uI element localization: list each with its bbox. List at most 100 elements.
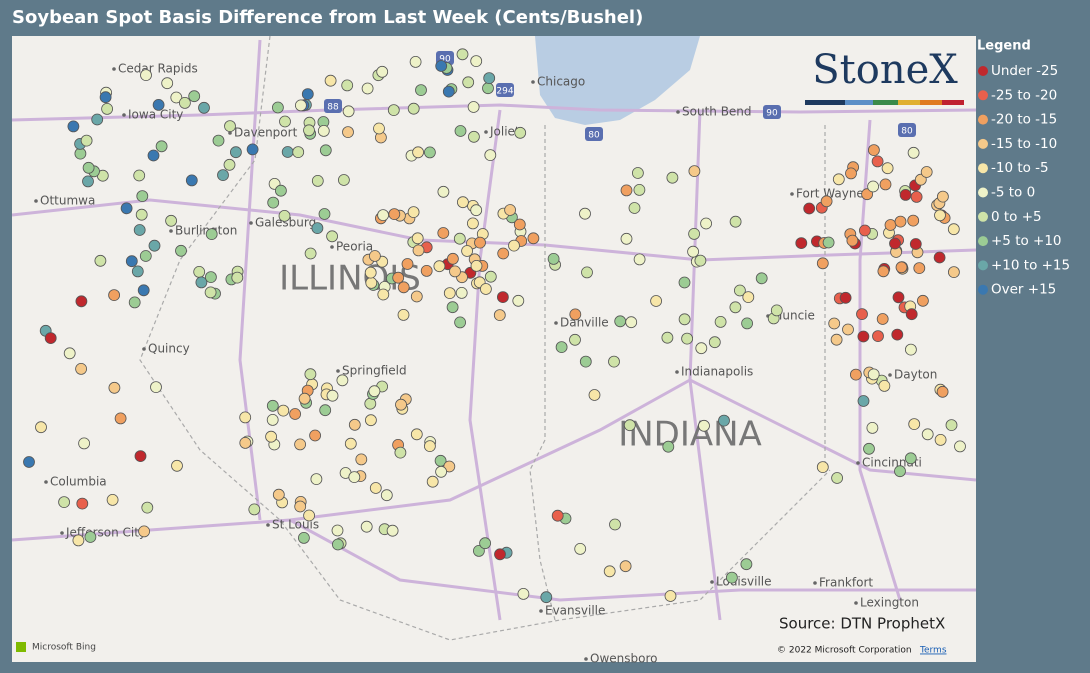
place-label: Muncie xyxy=(772,309,815,323)
station-dot xyxy=(633,183,646,196)
station-dot xyxy=(141,501,154,514)
place-label: Fort Wayne xyxy=(796,187,864,201)
legend-swatch xyxy=(978,211,988,222)
highway-label: 80 xyxy=(901,127,913,137)
station-dot xyxy=(625,316,638,329)
station-dot xyxy=(133,169,146,182)
logo-text: StoneX xyxy=(812,47,958,93)
station-dot xyxy=(740,558,753,571)
station-dot xyxy=(910,190,923,203)
station-dot xyxy=(455,286,468,299)
station-dot xyxy=(467,130,480,143)
station-dot xyxy=(397,281,410,294)
station-dot xyxy=(165,214,178,227)
place-dot xyxy=(228,131,232,135)
station-dot xyxy=(380,489,393,502)
station-dot xyxy=(899,188,912,201)
station-dot xyxy=(108,381,121,394)
station-dot xyxy=(698,419,710,432)
station-dot xyxy=(212,134,225,147)
station-dot xyxy=(150,381,162,394)
station-dot xyxy=(35,421,47,434)
station-dot xyxy=(171,459,183,472)
station-dot xyxy=(948,266,960,279)
station-dot xyxy=(845,167,857,180)
station-dot xyxy=(913,262,926,275)
legend-swatch xyxy=(978,260,988,271)
station-dot xyxy=(494,548,506,561)
station-dot xyxy=(248,503,261,516)
highway-shield xyxy=(496,83,514,97)
station-dot xyxy=(831,472,843,484)
station-dot xyxy=(360,520,373,533)
station-dot xyxy=(470,259,483,272)
station-dot xyxy=(267,196,280,209)
station-dot xyxy=(839,291,852,304)
station-dot xyxy=(632,167,644,179)
station-dot xyxy=(134,450,147,463)
station-dot xyxy=(344,437,357,450)
station-dot xyxy=(415,84,427,96)
legend-label: Over +15 xyxy=(991,282,1056,298)
place-label: Indianapolis xyxy=(681,365,753,379)
place-label: Dayton xyxy=(894,368,937,382)
station-dot xyxy=(904,452,917,465)
station-dot xyxy=(470,55,483,67)
title: Soybean Spot Basis Difference from Last … xyxy=(12,7,643,28)
station-dot xyxy=(63,347,76,360)
legend-title: Legend xyxy=(977,39,1031,54)
place-dot xyxy=(584,657,588,661)
station-dot xyxy=(131,265,144,278)
station-dot xyxy=(803,202,816,215)
station-dot xyxy=(364,397,377,410)
station-dot xyxy=(479,283,492,295)
station-dot xyxy=(409,56,422,68)
station-dot xyxy=(937,190,949,203)
station-dot xyxy=(91,113,104,126)
station-dot xyxy=(866,421,879,434)
station-dot xyxy=(892,291,905,304)
station-dot xyxy=(303,124,315,137)
station-dot xyxy=(461,245,474,257)
station-dot xyxy=(80,134,93,147)
place-dot xyxy=(34,199,38,203)
place-label: Galesburg xyxy=(255,216,316,230)
station-dot xyxy=(861,188,873,201)
station-dot xyxy=(82,175,94,188)
station-dot xyxy=(945,419,958,432)
place-dot xyxy=(169,229,173,233)
place-dot xyxy=(484,130,488,134)
station-dot xyxy=(729,301,742,314)
station-dot xyxy=(484,270,497,283)
place-label: Quincy xyxy=(148,342,190,356)
station-dot xyxy=(311,222,324,235)
station-dot xyxy=(909,238,922,250)
place-dot xyxy=(112,67,116,71)
station-dot xyxy=(678,313,691,326)
station-dot xyxy=(231,271,244,284)
station-dot xyxy=(443,460,456,473)
station-dot xyxy=(147,149,160,162)
station-dot xyxy=(435,60,448,72)
station-dot xyxy=(871,155,884,168)
station-dot xyxy=(294,99,307,112)
station-dot xyxy=(298,392,311,405)
station-dot xyxy=(336,374,349,387)
station-dot xyxy=(934,209,946,222)
station-dot xyxy=(175,244,187,257)
station-dot xyxy=(514,126,527,139)
station-dot xyxy=(292,146,305,159)
station-dot xyxy=(317,124,330,137)
station-dot xyxy=(224,120,236,132)
station-dot xyxy=(453,232,466,245)
station-dot xyxy=(666,171,679,184)
station-dot xyxy=(319,144,332,157)
terms-link[interactable]: Terms xyxy=(919,646,947,656)
station-dot xyxy=(364,266,377,279)
station-dot xyxy=(856,308,868,321)
station-dot xyxy=(84,531,97,543)
highway-label: 90 xyxy=(766,109,778,119)
station-dot xyxy=(755,272,768,285)
station-dot xyxy=(876,313,889,325)
station-dot xyxy=(889,237,901,250)
